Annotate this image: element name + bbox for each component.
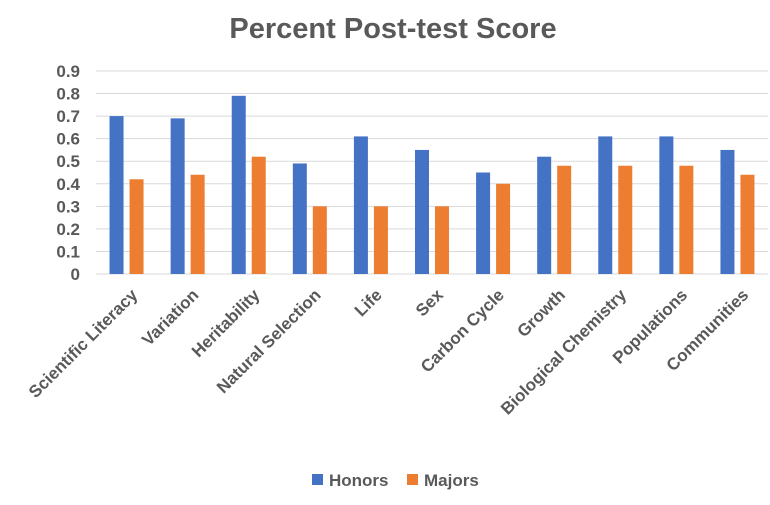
gridlines — [96, 70, 768, 275]
x-axis-labels: Scientific LiteracyVariationHeritability… — [25, 285, 752, 418]
x-category-label: Variation — [138, 285, 202, 349]
x-category-label: Life — [351, 285, 386, 320]
bar-majors — [251, 156, 266, 274]
legend-swatch-honors — [312, 474, 323, 485]
y-tick-label: 0.8 — [56, 85, 80, 104]
bar-honors — [659, 136, 674, 274]
bar-majors — [373, 206, 388, 274]
y-tick-label: 0.9 — [56, 62, 80, 81]
y-tick-label: 0.1 — [56, 242, 80, 261]
bar-majors — [740, 174, 755, 274]
bar-majors — [496, 183, 511, 274]
y-tick-label: 0.2 — [56, 220, 80, 239]
bar-honors — [231, 95, 246, 274]
bar-majors — [190, 174, 205, 274]
bar-honors — [170, 118, 185, 274]
y-tick-label: 0 — [71, 265, 80, 284]
bar-honors — [720, 149, 735, 274]
x-category-label: Scientific Literacy — [25, 285, 142, 402]
bar-majors — [129, 179, 144, 274]
y-tick-label: 0.3 — [56, 197, 80, 216]
bar-majors — [435, 206, 449, 274]
y-tick-label: 0.6 — [56, 130, 80, 149]
bar-majors — [679, 165, 694, 274]
bar-honors — [537, 156, 552, 274]
x-category-label: Sex — [412, 285, 447, 320]
bars — [109, 95, 755, 274]
y-tick-label: 0.5 — [56, 152, 80, 171]
x-category-label: Natural Selection — [213, 285, 325, 397]
bar-honors — [109, 116, 124, 274]
y-tick-label: 0.7 — [56, 107, 80, 126]
bar-honors — [353, 136, 368, 274]
bar-honors — [292, 163, 307, 274]
bar-majors — [557, 165, 572, 274]
bar-honors — [476, 172, 491, 274]
y-tick-label: 0.4 — [56, 175, 80, 194]
legend: Honors Majors — [312, 471, 479, 490]
x-category-label: Growth — [514, 285, 570, 341]
bar-majors — [312, 206, 327, 274]
legend-swatch-majors — [407, 474, 418, 485]
bar-honors — [415, 149, 429, 274]
y-axis-ticks: 0 0.1 0.2 0.3 0.4 0.5 0.6 0.7 0.8 0.9 — [56, 62, 80, 284]
chart-title: Percent Post-test Score — [229, 13, 556, 45]
legend-label-majors: Majors — [424, 471, 479, 490]
bar-majors — [618, 165, 633, 274]
legend-label-honors: Honors — [329, 471, 389, 490]
bar-honors — [598, 136, 613, 274]
